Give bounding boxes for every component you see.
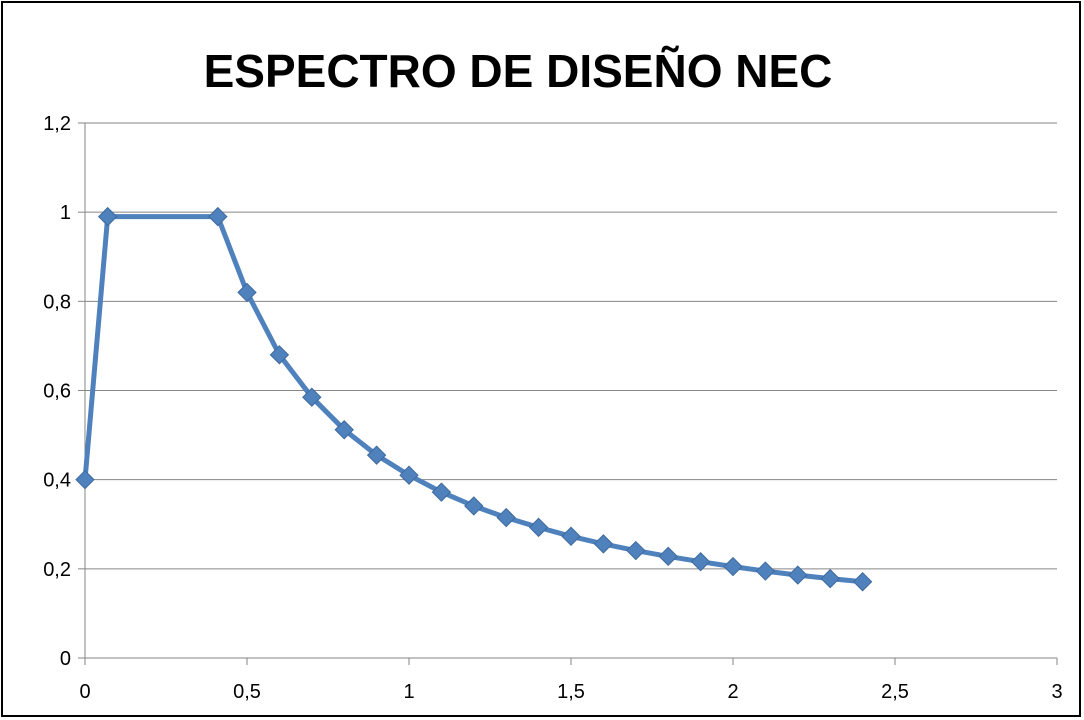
data-point-12 bbox=[528, 517, 549, 538]
x-tick-label-5: 2,5 bbox=[881, 681, 909, 703]
data-point-9 bbox=[431, 482, 452, 502]
data-point-7 bbox=[366, 445, 387, 465]
x-tick-label-4: 2 bbox=[727, 681, 738, 703]
data-point-20 bbox=[788, 565, 808, 585]
x-tick-label-6: 3 bbox=[1051, 681, 1062, 703]
y-tick-label-4: 0,8 bbox=[43, 291, 71, 313]
data-point-5 bbox=[302, 387, 322, 407]
gridlines bbox=[85, 122, 1057, 570]
data-point-4 bbox=[269, 345, 290, 365]
data-point-18 bbox=[723, 556, 743, 577]
y-tick-label-3: 0,6 bbox=[43, 381, 71, 403]
x-tick-label-3: 1,5 bbox=[557, 681, 585, 703]
y-tick-label-0: 0 bbox=[60, 648, 71, 670]
series-line-0 bbox=[82, 214, 863, 585]
y-tick-label-1: 0,2 bbox=[43, 559, 71, 581]
tick-labels: 0 0,2 0,4 0,6 0,8 1 1,2 0 0,5 1 1,5 2 2,5 3 bbox=[43, 113, 1062, 703]
data-point-21 bbox=[820, 568, 840, 589]
chart-svg: ESPECTRO DE DISEÑO NEC 0 0,2 0,4 0,6 0,8 1 1,2… bbox=[43, 45, 1062, 703]
y-tick-label-2: 0,4 bbox=[43, 470, 71, 492]
data-point-17 bbox=[690, 551, 711, 572]
chart-title: ESPECTRO DE DISEÑO NEC bbox=[204, 45, 833, 97]
y-tick-label-6: 1,2 bbox=[43, 113, 71, 135]
data-point-8 bbox=[399, 465, 419, 485]
data-point-10 bbox=[464, 496, 484, 516]
data-point-2 bbox=[208, 206, 228, 227]
axes bbox=[78, 122, 1058, 665]
data-point-1 bbox=[97, 206, 118, 227]
data-point-22 bbox=[852, 572, 873, 592]
data-point-3 bbox=[237, 282, 257, 303]
series-layer bbox=[75, 206, 873, 592]
data-point-16 bbox=[658, 546, 678, 567]
data-point-14 bbox=[593, 534, 614, 554]
data-point-13 bbox=[561, 526, 581, 546]
x-tick-label-1: 0,5 bbox=[233, 681, 261, 703]
data-point-19 bbox=[755, 561, 776, 581]
data-point-6 bbox=[334, 420, 354, 440]
x-tick-label-0: 0 bbox=[79, 681, 90, 703]
data-point-0 bbox=[75, 469, 95, 490]
data-point-15 bbox=[626, 540, 646, 561]
x-tick-label-2: 1 bbox=[403, 681, 414, 703]
data-point-11 bbox=[496, 507, 516, 528]
y-tick-label-5: 1 bbox=[60, 202, 71, 224]
